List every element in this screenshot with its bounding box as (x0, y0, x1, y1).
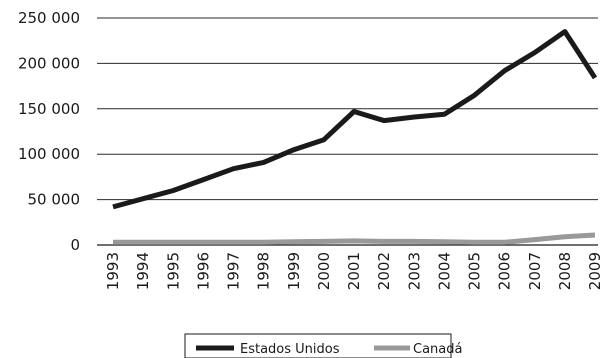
x-tick-label: 2002 (375, 252, 393, 290)
legend: Estados Unidos Canadá (184, 333, 462, 358)
legend-label-estados-unidos: Estados Unidos (240, 342, 340, 357)
series-line-canada (113, 232, 596, 245)
x-tick-label: 2009 (586, 252, 604, 290)
x-tick-label: 1996 (194, 252, 212, 290)
y-tick-label: 100 000 (18, 145, 80, 163)
y-tick-label: 50 000 (28, 191, 81, 209)
x-tick-label: 2007 (526, 252, 544, 290)
legend-label-canada: Canadá (413, 342, 462, 357)
y-axis-ticks: 0 50 000 100 000 150 000 200 000 250 000 (18, 9, 80, 254)
x-tick-label: 2008 (556, 252, 574, 290)
x-tick-label: 2005 (466, 252, 484, 290)
y-tick-label: 250 000 (18, 9, 80, 27)
x-tick-label: 1997 (225, 252, 243, 290)
x-tick-label: 1998 (255, 252, 273, 290)
x-tick-label: 1995 (164, 252, 182, 290)
x-tick-label: 2004 (435, 252, 453, 290)
y-tick-label: 200 000 (18, 54, 80, 72)
x-tick-label: 1999 (285, 252, 303, 290)
series-line-estados-unidos (112, 29, 598, 210)
x-tick-label: 1993 (104, 252, 122, 290)
x-tick-label: 2001 (345, 252, 363, 290)
x-tick-label: 1994 (134, 252, 152, 290)
x-tick-label: 2003 (405, 252, 423, 290)
x-tick-label: 2000 (315, 252, 333, 290)
series-lines (112, 29, 598, 245)
x-tick-label: 2006 (496, 252, 514, 290)
gridlines (97, 17, 598, 246)
y-tick-label: 150 000 (18, 100, 80, 118)
y-tick-label: 0 (70, 236, 80, 254)
x-axis-ticks: 1993 1994 1995 1996 1997 1998 1999 2000 2001 2002… (104, 252, 604, 290)
